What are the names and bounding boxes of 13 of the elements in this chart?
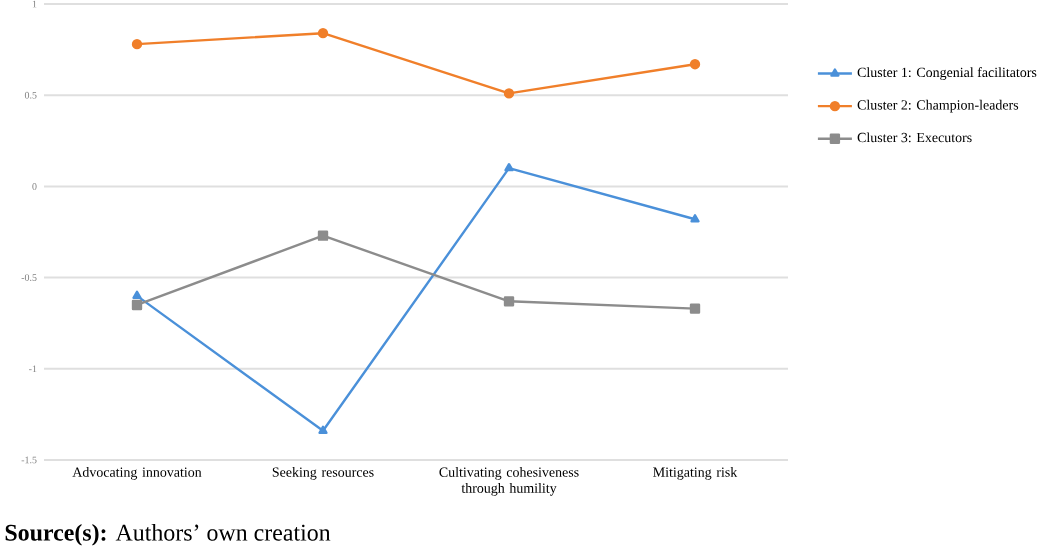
point xyxy=(504,162,514,172)
point xyxy=(503,88,515,99)
point xyxy=(318,425,328,435)
point xyxy=(317,230,329,241)
point xyxy=(131,38,143,50)
text: Source(s): Authors’ own creation xyxy=(5,523,331,546)
point xyxy=(689,59,701,70)
point xyxy=(131,299,143,311)
point xyxy=(317,28,329,39)
point xyxy=(132,290,142,300)
point xyxy=(690,214,700,223)
point xyxy=(503,296,515,307)
point xyxy=(689,303,701,314)
